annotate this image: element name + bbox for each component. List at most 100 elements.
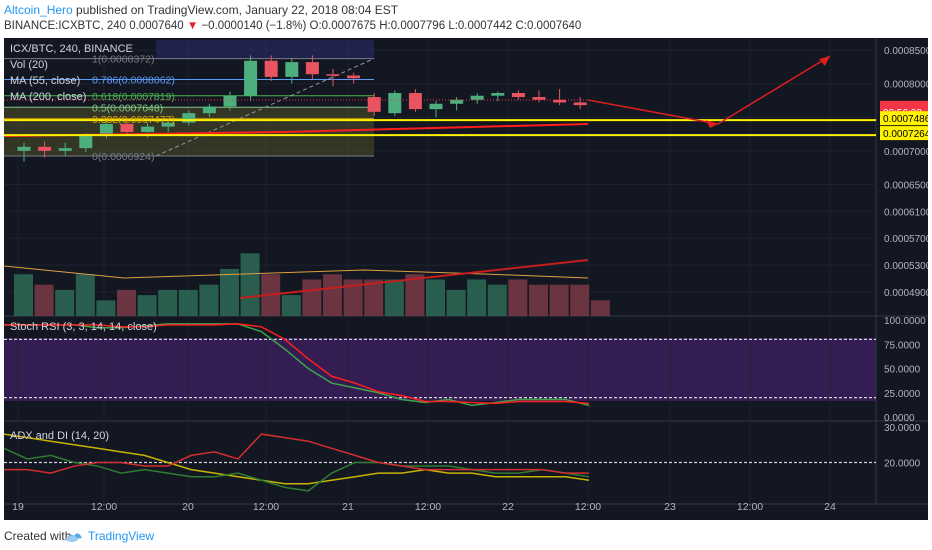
candle-body	[408, 93, 422, 110]
close-price: C:0.0007640	[515, 20, 582, 32]
symbol-label: BINANCE:ICXBTC, 240	[4, 20, 127, 32]
candle-body	[491, 93, 505, 96]
adx-tick-label: 20.0000	[884, 459, 921, 470]
volume-bar	[384, 279, 404, 316]
candle-body	[38, 146, 52, 151]
price-tick-label: 0.0006500	[884, 180, 928, 191]
volume-bar	[240, 253, 260, 316]
time-tick-label: 12:00	[737, 501, 763, 513]
publication-line: Altcoin_Hero published on TradingView.co…	[4, 3, 398, 17]
volume-bar	[570, 284, 590, 316]
price-label-box	[880, 126, 928, 141]
candle-body	[58, 148, 72, 151]
price-tick-label: 0.0007000	[884, 147, 928, 158]
price-label-text: 0.0007264	[883, 129, 928, 140]
down-arrow-icon: ▼	[186, 20, 199, 32]
high-price: H:0.0007796	[379, 20, 446, 32]
candle-body	[79, 136, 93, 149]
stoch-tick-label: 50.0000	[884, 365, 921, 376]
candle-body	[553, 99, 567, 103]
candle-body	[141, 126, 155, 133]
legend-label: MA (200, close)	[10, 91, 86, 103]
candle-body	[120, 123, 134, 133]
stoch-band	[4, 338, 876, 401]
candle-body	[388, 93, 402, 114]
stoch-tick-label: 75.0000	[884, 340, 921, 351]
fib-level-label: 0(0.0006924)	[92, 151, 154, 163]
projection-arrow-icon	[706, 120, 718, 128]
stoch-tick-label: 0.0000	[884, 413, 915, 424]
di-plus-line	[4, 447, 590, 492]
time-tick-label: 22	[502, 501, 514, 513]
volume-bar	[199, 284, 219, 316]
tradingview-brand[interactable]: TradingView	[88, 529, 155, 543]
volume-bar	[549, 284, 569, 316]
legend-label: ICX/BTC, 240, BINANCE	[10, 43, 133, 55]
stoch-tick-label: 100.0000	[884, 316, 926, 327]
candle-body	[17, 146, 31, 151]
volume-bar	[590, 300, 610, 316]
time-tick-label: 12:00	[253, 501, 279, 513]
volume-bar	[158, 289, 178, 316]
price-tick-label: 0.0008500	[884, 46, 928, 57]
stoch-tick-label: 25.0000	[884, 389, 921, 400]
volume-bar	[426, 279, 445, 316]
volume-bar	[96, 300, 116, 316]
candle-body	[182, 113, 196, 123]
chart-header: Altcoin_Hero published on TradingView.co…	[0, 0, 932, 36]
volume-bar	[467, 279, 487, 316]
open-price: O:0.0007675	[309, 20, 377, 32]
volume-bar	[75, 274, 95, 316]
chart-area[interactable]: 0.00085000.00080000.00075000.00070000.00…	[4, 38, 928, 520]
volume-bar	[14, 274, 33, 316]
legend-label: Vol (20)	[10, 59, 48, 71]
candle-body	[285, 62, 299, 77]
candle-body	[573, 102, 587, 106]
quote-line: BINANCE:ICXBTC, 240 0.0007640 ▼ −0.00001…	[4, 20, 581, 32]
price-tick-label: 0.0006100	[884, 207, 928, 218]
volume-ma-line	[4, 265, 589, 279]
price-label-box	[880, 111, 928, 126]
stoch-d-line	[4, 323, 590, 405]
time-tick-label: 12:00	[415, 501, 441, 513]
adx-tick-label: 30.0000	[884, 423, 921, 434]
di-minus-line	[4, 433, 589, 474]
time-tick-label: 12:00	[575, 501, 601, 513]
candle-body	[161, 122, 175, 127]
candle-body	[305, 62, 319, 75]
candle-body	[347, 75, 361, 79]
volume-bar	[508, 279, 528, 316]
candle-body	[264, 60, 278, 77]
volume-bar	[137, 295, 157, 316]
candle-body	[367, 97, 381, 112]
fib-zone-top	[156, 40, 374, 59]
candle-body	[223, 95, 237, 107]
candle-body	[450, 99, 464, 104]
price-change: −0.0000140 (−1.8%)	[201, 20, 307, 32]
tradingview-logo-icon	[66, 533, 82, 542]
candle-body	[244, 60, 258, 96]
time-tick-label: 12:00	[91, 501, 117, 513]
footer: Created with TradingView	[0, 522, 932, 550]
volume-bar	[364, 279, 384, 316]
price-tick-label: 0.0005700	[884, 234, 928, 245]
volume-bar	[405, 274, 425, 316]
volume-bar	[281, 295, 301, 316]
low-price: L:0.0007442	[448, 20, 513, 32]
time-tick-label: 20	[182, 501, 194, 513]
last-price: 0.0007640	[129, 20, 184, 32]
price-tick-label: 0.0005300	[884, 261, 928, 272]
time-tick-label: 21	[342, 501, 354, 513]
volume-bar	[446, 289, 466, 316]
fib-level-label: 0.618(0.0007819)	[92, 91, 175, 103]
time-tick-label: 24	[824, 501, 836, 513]
author-link[interactable]: Altcoin_Hero	[4, 3, 73, 17]
chart-svg[interactable]: 0.00085000.00080000.00075000.00070000.00…	[4, 38, 928, 520]
volume-bar	[529, 284, 548, 316]
volume-bar	[55, 289, 75, 316]
adx-legend: ADX and DI (14, 20)	[10, 430, 109, 442]
volume-bar	[34, 284, 54, 316]
volume-bar	[220, 269, 239, 316]
fib-level-label: 1(0.0008372)	[92, 54, 154, 66]
volume-bar	[487, 284, 507, 316]
